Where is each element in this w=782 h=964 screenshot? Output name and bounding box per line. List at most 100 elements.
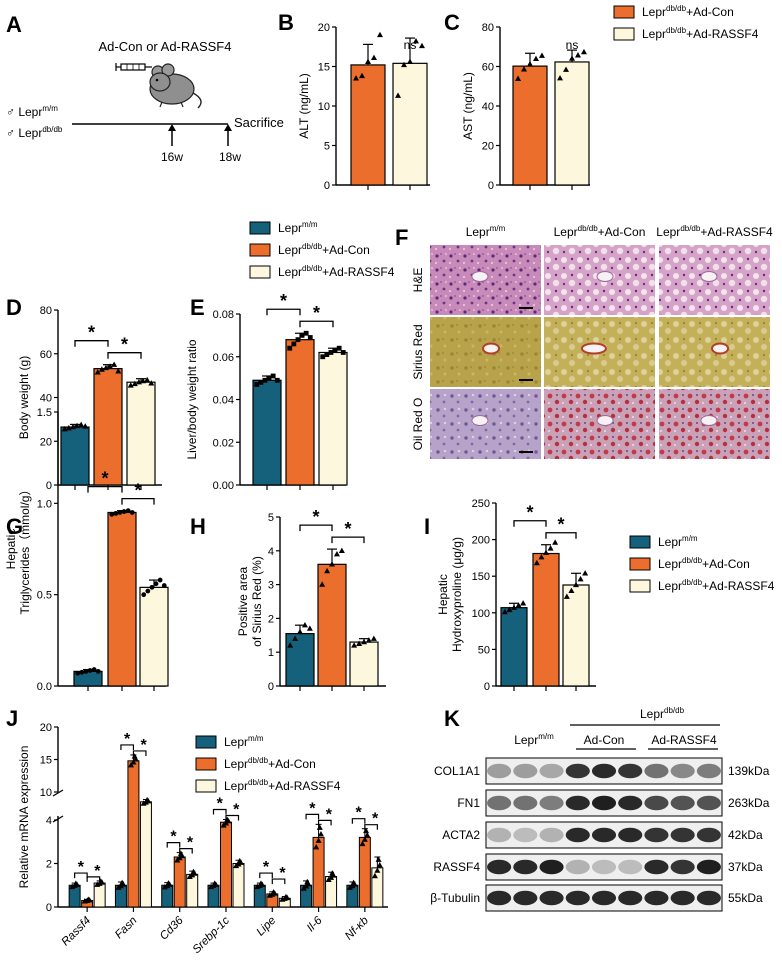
data-point	[306, 625, 313, 631]
blot-band	[513, 890, 538, 906]
chart-hydroxyproline: 0 50 100 150 200 250 HepaticHydroxyproline (μg…	[436, 498, 596, 693]
x-tick-label: Cd36	[158, 914, 186, 942]
data-point	[356, 640, 363, 646]
bar-con	[285, 339, 315, 486]
blot-band	[696, 795, 721, 811]
legend-de-swatch-rassf	[249, 265, 271, 279]
data-point	[412, 38, 419, 44]
histology-vessel	[482, 342, 501, 355]
bar-wt	[252, 379, 282, 486]
blot-band	[696, 827, 721, 843]
data-point	[132, 756, 139, 762]
bar-con	[532, 552, 560, 687]
legend-de-label-wt: Leprm/m	[278, 220, 318, 235]
data-point	[563, 593, 570, 599]
blot-size-label: 42kDa	[728, 828, 763, 842]
significance-star: *	[233, 802, 240, 819]
legends: Leprdb/db+Ad-ConLeprdb/db+Ad-RASSF4Leprm…	[195, 4, 775, 793]
group1-label: ♂ Leprm/m	[6, 104, 58, 119]
blot-group-wt: Leprm/m	[514, 732, 554, 747]
significance-bracket	[107, 352, 142, 359]
blot-band	[618, 859, 643, 875]
y-tick-label: 20	[482, 141, 494, 153]
y-axis-label-line: AST (ng/mL)	[461, 72, 475, 140]
blot-band	[670, 827, 695, 843]
data-point	[149, 584, 155, 590]
y-tick-label: 0	[46, 480, 52, 492]
header-main: Lepr	[554, 225, 578, 239]
legend-bc-label-con: Leprdb/db+Ad-Con	[642, 4, 734, 19]
sacrifice-label: Sacrifice	[234, 115, 284, 130]
data-point	[258, 380, 264, 385]
panel-letter-g: G	[6, 514, 23, 539]
blot-band	[487, 890, 512, 906]
data-point	[324, 567, 331, 574]
y-axis-label-line: Liver/body weight ratio	[185, 339, 199, 459]
blot-band	[487, 827, 512, 843]
schematic-panel: Ad-Con or Ad-RASSF4 ♂ Leprm/m ♂ Leprdb/d…	[6, 39, 284, 164]
data-point	[532, 55, 539, 61]
bar-rassf	[186, 873, 199, 908]
panel-letter-h: H	[190, 514, 206, 539]
y-axis-label: Relative mRNA expression	[17, 746, 31, 889]
data-point	[304, 878, 311, 885]
data-point	[297, 628, 303, 635]
data-point	[521, 66, 528, 72]
legend-text-sup: db/db	[302, 242, 323, 251]
blot-band	[670, 763, 695, 779]
significance-bracket	[225, 814, 240, 821]
data-point	[370, 635, 377, 641]
data-point	[190, 868, 197, 875]
legend-text-main: Lepr	[224, 757, 248, 771]
blot-group-sup: m/m	[538, 732, 554, 741]
data-point	[563, 66, 570, 72]
data-point	[361, 836, 368, 842]
data-point	[292, 635, 299, 641]
y-axis-label: HepaticTriglycerides（mmol/g）	[4, 484, 32, 615]
y-tick-label: 0.02	[213, 437, 234, 449]
data-point	[520, 600, 527, 606]
legend-text-rest: +Ad-RASSF4	[322, 265, 395, 279]
histology-column-header: Leprm/m	[466, 224, 506, 239]
panel-letter-j: J	[6, 706, 18, 731]
significance-bracket	[364, 824, 378, 830]
significance-bracket	[299, 524, 333, 532]
y-axis-label: Liver/body weight ratio	[185, 339, 199, 459]
significance-star: *	[170, 829, 177, 846]
data-point	[129, 510, 135, 515]
data-point	[329, 561, 335, 567]
data-point	[316, 824, 323, 830]
blot-band	[487, 763, 512, 779]
y-tick-label: 40	[40, 393, 52, 405]
y-tick-label: 0.00	[213, 480, 234, 492]
significance-star: *	[88, 323, 95, 343]
data-point	[236, 857, 243, 864]
histology-vessel	[596, 271, 614, 282]
blot-band	[565, 827, 590, 843]
data-point	[359, 840, 366, 847]
legend-text-main: Lepr	[658, 535, 682, 549]
bar-rassf	[139, 586, 169, 687]
blot-band	[644, 859, 669, 875]
data-point	[543, 549, 549, 555]
legend-text-main: Lepr	[278, 265, 302, 279]
data-point	[287, 345, 293, 351]
y-axis-label-line: Hepatic	[4, 529, 18, 570]
data-point	[401, 61, 408, 68]
blot-protein-label: FN1	[457, 796, 480, 810]
blot-band	[565, 795, 590, 811]
significance-star: *	[280, 291, 287, 311]
legend-j-label-wt: Leprm/m	[224, 734, 264, 749]
data-point	[165, 880, 172, 886]
data-point	[254, 382, 260, 387]
data-point	[94, 369, 101, 375]
significance-bracket	[74, 872, 88, 879]
bar-con	[220, 821, 232, 908]
y-tick-label: 0	[484, 681, 490, 693]
blot-protein-label: COL1A1	[434, 764, 480, 778]
chart-triglycerides: 0.0 0.5 1.0 1.5 HepaticTriglycerides（mmol/g）…	[4, 407, 169, 693]
histology-vessel	[700, 271, 718, 282]
legend-text-rest: +Ad-Con	[268, 757, 316, 771]
significance-bracket	[259, 872, 273, 879]
data-point	[552, 539, 559, 545]
